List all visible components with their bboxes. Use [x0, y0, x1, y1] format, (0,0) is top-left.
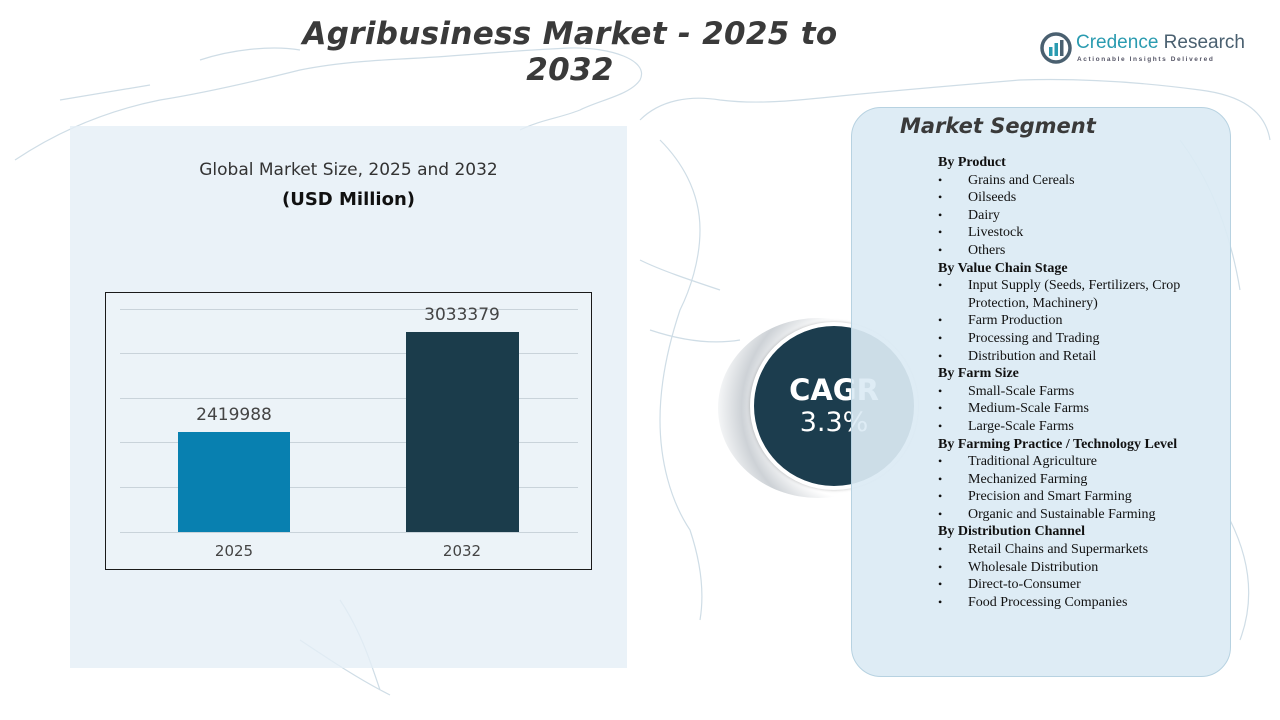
list-item: Others	[938, 242, 1223, 260]
bar-chart-circle-icon	[1040, 32, 1072, 64]
list-item: Input Supply (Seeds, Fertilizers, Crop P…	[938, 277, 1223, 312]
list-item: Organic and Sustainable Farming	[938, 506, 1223, 524]
list-item: Large-Scale Farms	[938, 418, 1223, 436]
logo-name-credence: Credence	[1076, 32, 1159, 53]
list-item: Traditional Agriculture	[938, 453, 1223, 471]
segment-heading-distribution: By Distribution Channel	[938, 524, 1086, 540]
segment-heading-farming-practice: By Farming Practice / Technology Level	[938, 436, 1178, 452]
gridline	[120, 442, 578, 443]
segment-list: By Product Grains and Cereals Oilseeds D…	[938, 154, 1223, 611]
chart-unit: (USD Million)	[281, 189, 415, 210]
list-item: Small-Scale Farms	[938, 383, 1223, 401]
logo-tagline: Actionable Insights Delivered	[1077, 56, 1215, 63]
list-item: Livestock	[938, 224, 1223, 242]
list-item: Distribution and Retail	[938, 348, 1223, 366]
x-label-2032: 2032	[442, 542, 482, 560]
bar-chart: 2419988 2025 3033379 2032	[105, 292, 592, 570]
segment-heading-value-chain: By Value Chain Stage	[938, 260, 1068, 276]
list-item: Food Processing Companies	[938, 594, 1223, 612]
list-item: Precision and Smart Farming	[938, 488, 1223, 506]
segment-heading-farm-size: By Farm Size	[938, 366, 1019, 382]
list-item: Medium-Scale Farms	[938, 400, 1223, 418]
gridline	[120, 398, 578, 399]
list-item: Retail Chains and Supermarkets	[938, 541, 1223, 559]
bar-2032	[406, 332, 519, 532]
gridline	[120, 487, 578, 488]
bar-2025	[178, 432, 290, 532]
list-item: Processing and Trading	[938, 330, 1223, 348]
logo-name: Credence Research	[1076, 32, 1245, 54]
chart-heading: Global Market Size, 2025 and 2032	[199, 160, 498, 180]
list-item: Grains and Cereals	[938, 172, 1223, 190]
gridline	[120, 309, 578, 310]
list-item: Dairy	[938, 207, 1223, 225]
x-label-2025: 2025	[214, 542, 254, 560]
gridline-baseline	[120, 532, 578, 533]
logo-name-research: Research	[1158, 32, 1245, 53]
page-title: Agribusiness Market - 2025 to 2032	[302, 16, 838, 88]
list-item: Mechanized Farming	[938, 471, 1223, 489]
bar-value-2025: 2419988	[196, 405, 272, 425]
list-item: Farm Production	[938, 312, 1223, 330]
market-segment-title: Market Segment	[900, 114, 1096, 138]
list-item: Wholesale Distribution	[938, 559, 1223, 577]
segment-heading-product: By Product	[938, 155, 1006, 170]
list-item: Oilseeds	[938, 189, 1223, 207]
gridline	[120, 353, 578, 354]
list-item: Direct-to-Consumer	[938, 576, 1223, 594]
bar-value-2032: 3033379	[424, 305, 500, 325]
credence-research-logo[interactable]: Credence Research Actionable Insights De…	[1040, 30, 1260, 70]
